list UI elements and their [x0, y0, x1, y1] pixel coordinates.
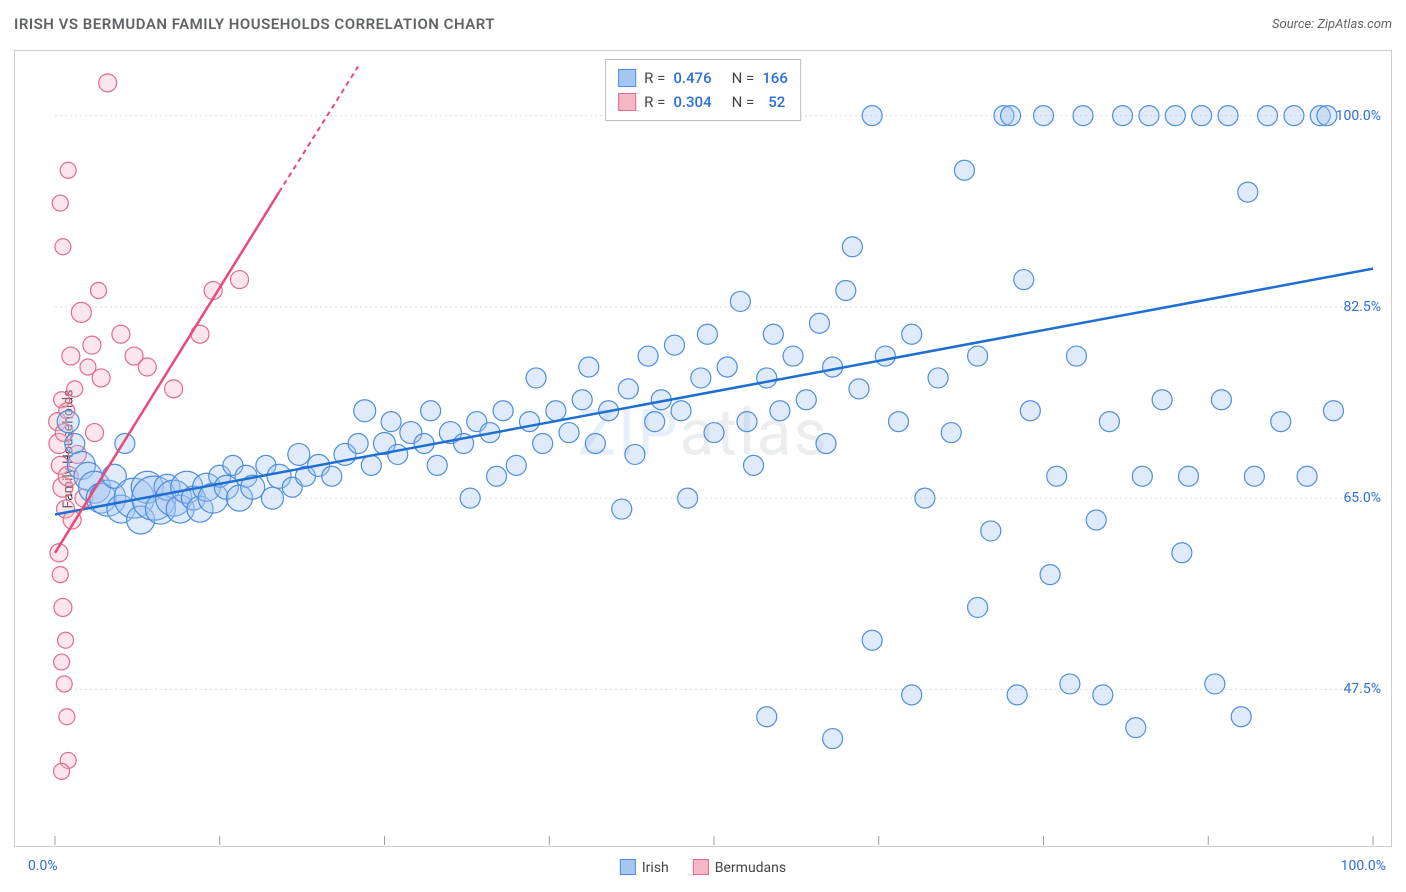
r-value-2: 0.304 [673, 90, 711, 114]
r-value-1: 0.476 [673, 66, 711, 90]
stats-row-1: R = 0.476 N = 166 [618, 66, 788, 90]
legend-label-2: Bermudans [715, 860, 786, 876]
source-prefix: Source: [1272, 17, 1317, 32]
legend-swatch-blue-icon [620, 859, 636, 875]
swatch-pink-icon [618, 93, 636, 111]
source-label: Source: ZipAtlas.com [1272, 17, 1392, 32]
n-value-1: 166 [762, 66, 788, 90]
stats-row-2: R = 0.304 N = 52 [618, 90, 788, 114]
r-label-2: R = [644, 90, 665, 114]
n-label-1: N = [732, 66, 755, 90]
y-tick-label: 47.5% [1343, 681, 1381, 697]
y-tick-label: 100.0% [1336, 108, 1381, 124]
legend-label-1: Irish [642, 860, 669, 876]
scatter-plot [15, 51, 1391, 846]
legend-item-1: Irish [620, 859, 669, 876]
x-axis-label-max: 100.0% [1341, 858, 1386, 874]
n-label-2: N = [732, 90, 755, 114]
y-tick-label: 65.0% [1343, 490, 1381, 506]
legend-bottom: Irish Bermudans [620, 859, 786, 876]
legend-item-2: Bermudans [693, 859, 786, 876]
x-axis-label-min: 0.0% [28, 858, 58, 874]
n-value-2: 52 [768, 90, 785, 114]
legend-swatch-pink-icon [693, 859, 709, 875]
y-tick-label: 82.5% [1343, 299, 1381, 315]
stats-legend-box: R = 0.476 N = 166 R = 0.304 N = 52 [605, 59, 801, 121]
source-name: ZipAtlas.com [1317, 17, 1392, 32]
chart-area: Family Households ZIPatlas R = 0.476 N =… [14, 50, 1392, 847]
swatch-blue-icon [618, 69, 636, 87]
chart-title: IRISH VS BERMUDAN FAMILY HOUSEHOLDS CORR… [14, 15, 495, 33]
r-label-1: R = [644, 66, 665, 90]
